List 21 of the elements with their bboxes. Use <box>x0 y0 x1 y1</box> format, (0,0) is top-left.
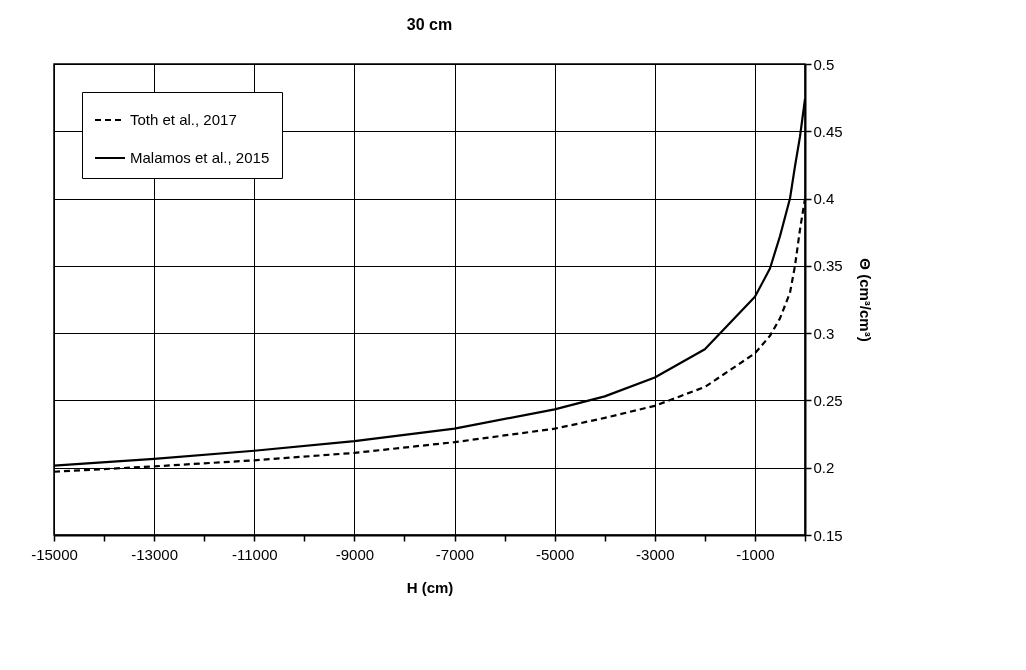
x-tick-label: -3000 <box>636 545 675 563</box>
x-tick-label: -13000 <box>131 545 178 563</box>
x-tick-label: -11000 <box>231 545 278 563</box>
x-axis-title: H (cm) <box>406 578 454 596</box>
x-tick-label: -1000 <box>736 545 775 563</box>
y-tick-label: 0.35 <box>813 257 843 275</box>
legend-label: Malamos et al., 2015 <box>130 149 270 166</box>
x-tick-label: -15000 <box>31 545 78 563</box>
y-tick-label: 0.45 <box>813 122 843 140</box>
y-tick-label: 0.4 <box>813 190 835 208</box>
x-tick-label: -7000 <box>435 545 475 563</box>
y-tick-label: 0.15 <box>813 526 843 544</box>
x-tick-label: -5000 <box>535 545 575 563</box>
y-tick-label: 0.5 <box>813 55 835 73</box>
y-tick-label: 0.2 <box>813 459 835 477</box>
chart-title: 30 cm <box>406 16 453 33</box>
y-tick-label: 0.25 <box>813 391 843 409</box>
y-axis-title: Θ (cm³/cm³) <box>856 258 874 342</box>
x-tick-label: -9000 <box>335 545 375 563</box>
legend-label: Toth et al., 2017 <box>130 111 237 128</box>
y-tick-label: 0.3 <box>813 324 835 342</box>
